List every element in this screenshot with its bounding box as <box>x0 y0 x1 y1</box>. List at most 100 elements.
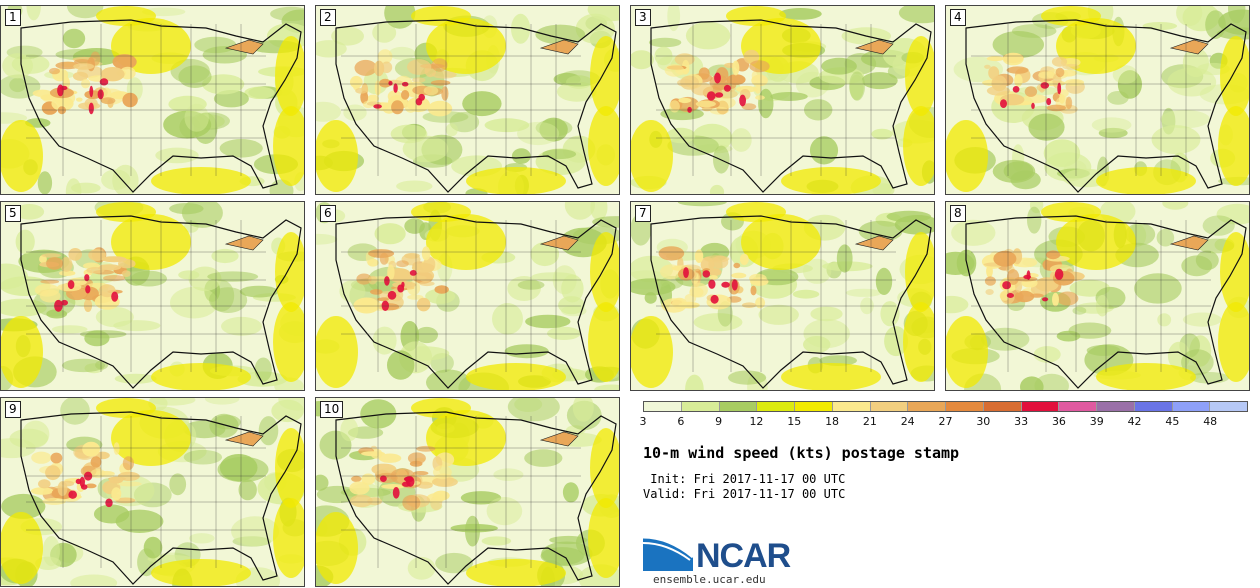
wind-contour <box>371 463 397 476</box>
wind-contour <box>779 8 822 20</box>
wind-contour <box>984 276 996 286</box>
wind-contour <box>316 120 358 192</box>
wind-contour <box>742 302 757 308</box>
wind-contour <box>60 299 68 306</box>
member-label: 3 <box>635 9 651 26</box>
wind-contour <box>46 257 63 270</box>
wind-contour <box>169 473 187 496</box>
wind-contour <box>434 285 449 294</box>
wind-contour <box>42 536 60 567</box>
wind-contour <box>97 89 104 100</box>
wind-contour <box>1202 215 1235 236</box>
wind-contour <box>1160 109 1210 129</box>
colorbar-swatch <box>644 402 682 411</box>
wind-contour <box>377 297 389 302</box>
stamp-panel[interactable]: 3 <box>630 5 935 195</box>
wind-contour <box>377 49 393 64</box>
wind-contour <box>79 476 86 488</box>
wind-contour <box>803 336 831 353</box>
wind-contour <box>849 71 866 101</box>
wind-contour <box>68 490 77 499</box>
wind-contour <box>755 95 765 100</box>
wind-contour <box>9 428 49 448</box>
wind-contour <box>384 276 390 286</box>
wind-contour <box>1046 104 1066 112</box>
wind-contour <box>466 167 566 194</box>
stamp-panel[interactable]: 7 <box>630 201 935 391</box>
wind-contour <box>207 271 259 282</box>
wind-contour <box>587 6 619 22</box>
wind-contour <box>270 6 304 21</box>
wind-contour <box>1055 67 1065 78</box>
wind-contour <box>951 219 996 246</box>
stamp-panel[interactable]: 8 <box>945 201 1250 391</box>
stamp-panel[interactable]: 6 <box>315 201 620 391</box>
wind-contour <box>698 67 710 80</box>
wind-contour <box>1007 269 1020 285</box>
wind-contour <box>169 203 204 215</box>
member-label: 7 <box>635 205 651 222</box>
wind-contour <box>1091 117 1132 133</box>
wind-contour <box>1023 274 1032 280</box>
colorbar-tick-label: 48 <box>1203 415 1218 428</box>
wind-contour <box>1038 71 1056 79</box>
wind-contour <box>122 92 138 108</box>
wind-contour <box>715 92 724 98</box>
wind-contour <box>409 460 423 467</box>
wind-contour <box>60 398 90 425</box>
wind-contour <box>387 290 397 300</box>
colorbar-tick-label: 6 <box>677 415 685 428</box>
wind-contour <box>426 369 471 390</box>
wind-contour <box>726 74 746 85</box>
colorbar-tick-label: 39 <box>1089 415 1104 428</box>
wind-contour <box>903 106 934 186</box>
colorbar-tick-label: 12 <box>749 415 764 428</box>
wind-contour <box>151 167 251 194</box>
wind-contour <box>1014 290 1035 303</box>
wind-contour <box>1167 67 1217 97</box>
wind-contour <box>355 87 368 94</box>
wind-contour <box>108 476 124 484</box>
wind-contour <box>85 285 91 294</box>
member-label: 8 <box>950 205 966 222</box>
wind-contour <box>1052 292 1059 307</box>
wind-contour <box>750 277 769 286</box>
wind-contour <box>860 297 874 315</box>
wind-contour <box>409 270 417 276</box>
wind-contour <box>694 249 704 263</box>
wind-contour <box>189 533 215 544</box>
map-panel-8 <box>946 202 1249 390</box>
stamp-panel[interactable]: 4 <box>945 5 1250 195</box>
wind-contour <box>542 149 577 160</box>
wind-contour <box>558 70 600 87</box>
wind-contour <box>271 399 304 423</box>
wind-contour <box>886 210 932 223</box>
wind-contour <box>151 363 251 390</box>
great-lakes <box>854 39 894 55</box>
stamp-panel[interactable]: 10 <box>315 397 620 587</box>
wind-contour <box>631 50 654 70</box>
wind-contour <box>466 363 566 390</box>
colorbar-tick-label: 30 <box>976 415 991 428</box>
wind-contour <box>678 301 700 309</box>
wind-contour <box>739 94 746 107</box>
wind-contour <box>84 274 90 282</box>
wind-contour <box>861 72 898 90</box>
stamp-panel[interactable]: 9 <box>0 397 305 587</box>
wind-contour <box>946 251 975 275</box>
colorbar-swatch <box>1021 402 1060 411</box>
wind-contour <box>273 498 304 578</box>
wind-contour <box>691 82 713 96</box>
wind-contour <box>903 302 934 382</box>
stamp-panel[interactable]: 5 <box>0 201 305 391</box>
wind-contour <box>432 490 450 501</box>
wind-contour <box>113 442 120 455</box>
stamp-panel[interactable]: 2 <box>315 5 620 195</box>
wind-contour <box>130 270 167 287</box>
wind-contour <box>511 148 531 164</box>
stamp-panel[interactable]: 1 <box>0 5 305 195</box>
logo-url[interactable]: ensemble.ucar.edu <box>653 573 766 586</box>
wind-contour <box>90 456 102 468</box>
colorbar-tick-label: 36 <box>1051 415 1066 428</box>
wind-contour <box>564 202 595 220</box>
